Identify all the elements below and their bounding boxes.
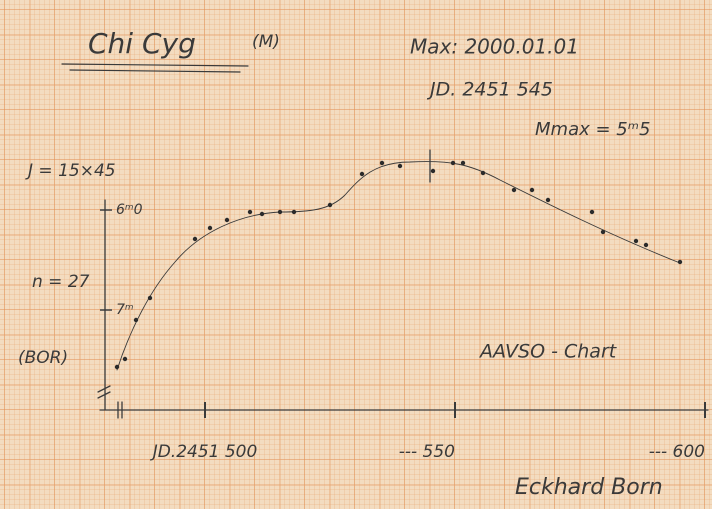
data-point [208,226,212,230]
y-tick-label: 6ᵐ0 [116,202,143,218]
data-point [260,212,264,216]
data-point [512,188,516,192]
max-date: Max: 2000.01.01 [410,35,579,59]
data-point [328,203,332,207]
data-point [644,243,648,247]
data-point [278,210,282,214]
chart-source: AAVSO - Chart [478,341,618,363]
data-point [380,161,384,165]
data-point [292,210,296,214]
data-point [225,218,229,222]
graph-paper-chart: Chi Cyg (M) Max: 2000.01.01 JD. 2451 545… [0,0,712,509]
data-point [123,357,127,361]
max-jd: JD. 2451 545 [426,79,553,101]
observation-count: n = 27 [32,272,90,292]
x-tick-label: --- 550 [399,442,455,462]
data-point [546,198,550,202]
data-point [481,171,485,175]
y-tick-label: 7ᵐ [116,302,134,318]
x-tick-label: --- 600 [649,442,705,462]
data-point [461,161,465,165]
author: Eckhard Born [515,475,663,500]
instrument: J = 15×45 [25,161,116,181]
data-point [634,239,638,243]
data-point [451,161,455,165]
data-point [148,296,152,300]
data-point [193,237,197,241]
data-point [134,318,138,322]
chart-title: Chi Cyg [88,27,196,60]
chart-subtitle: (M) [252,32,280,52]
data-point [590,210,594,214]
grid-paper [0,0,712,509]
data-point [601,230,605,234]
data-point [248,210,252,214]
max-mag: Mmax = 5ᵐ5 [535,119,650,140]
data-point [530,188,534,192]
data-point [431,169,435,173]
data-point [360,172,364,176]
data-point [398,164,402,168]
data-point [678,260,682,264]
x-tick-label: JD.2451 500 [150,442,258,462]
data-point [115,365,119,369]
observer-code: (BOR) [18,348,68,368]
